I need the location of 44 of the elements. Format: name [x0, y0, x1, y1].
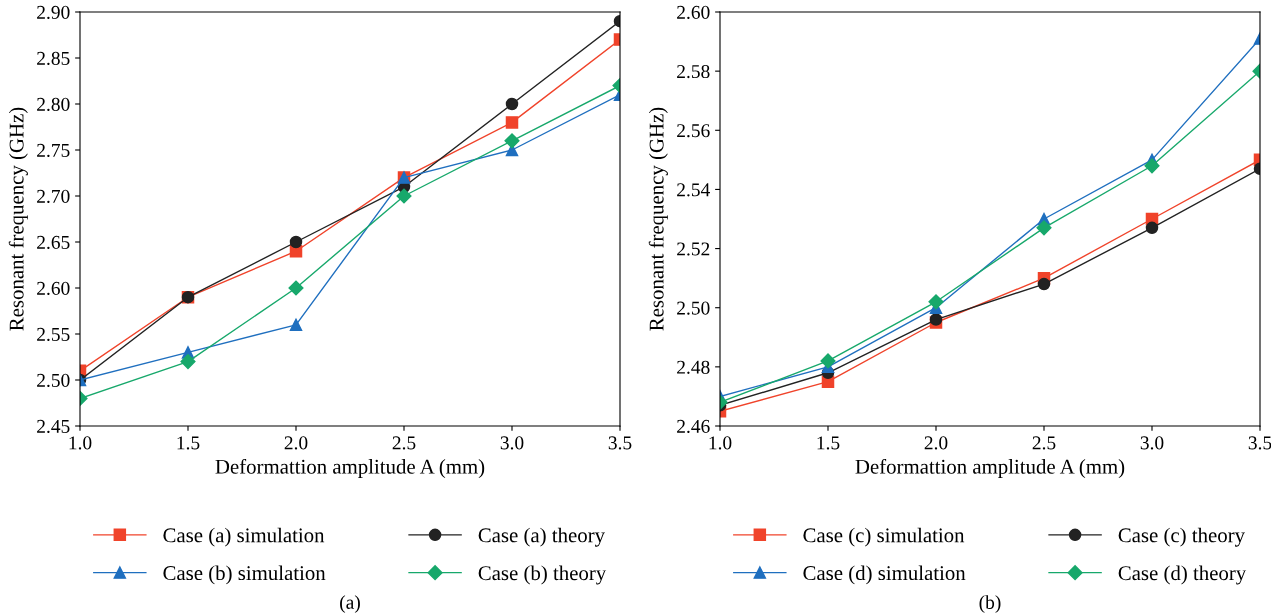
y-tick-label: 2.60 [677, 5, 710, 20]
x-tick-label: 1.0 [709, 436, 732, 450]
y-tick-label: 2.60 [37, 281, 70, 296]
x-tick-label: 2.5 [1032, 436, 1056, 450]
legend-label: Case (c) simulation [803, 527, 965, 547]
y-tick-label: 2.80 [37, 97, 70, 112]
y-tick-label: 2.70 [37, 189, 70, 204]
x-tick-label: 1.5 [817, 436, 840, 450]
y-tick-label: 2.52 [677, 242, 710, 256]
x-tick-label: 1.5 [177, 436, 200, 450]
x-tick-label: 1.0 [69, 436, 92, 450]
y-tick-label: 2.85 [37, 51, 70, 66]
x-tick-label: 2.0 [924, 436, 948, 450]
y-tick-label: 2.50 [677, 301, 710, 315]
text: (a) [340, 595, 360, 613]
y-tick-label: 2.45 [37, 419, 70, 434]
legend-label: Case (b) simulation [163, 565, 326, 585]
y-tick-label: 2.46 [677, 419, 710, 434]
y-tick-label: 2.90 [37, 5, 70, 20]
x-tick-label: 3.0 [500, 436, 524, 450]
legend-label: Case (a) theory [478, 527, 605, 547]
x-axis-title: Deformattion amplitude A (mm) [215, 458, 485, 479]
y-tick-label: 2.58 [677, 64, 710, 79]
y-axis-title: Resonant frequency (GHz) [8, 107, 28, 331]
legend-label: Case (a) simulation [163, 527, 325, 547]
y-tick-label: 2.50 [37, 373, 70, 388]
x-tick-label: 3.0 [1140, 436, 1164, 450]
x-tick-label: 3.5 [608, 436, 632, 450]
legend-label: Case (d) theory [1118, 565, 1247, 585]
y-tick-label: 2.75 [37, 143, 70, 158]
y-tick-label: 2.54 [677, 183, 710, 197]
legend-label: Case (d) simulation [803, 565, 966, 585]
y-tick-label: 2.55 [37, 327, 70, 342]
x-tick-label: 3.5 [1248, 436, 1271, 450]
text: (b) [979, 595, 1001, 613]
legend-label: Case (c) theory [1118, 527, 1245, 547]
y-tick-label: 2.65 [37, 235, 70, 250]
legend-label: Case (b) theory [478, 565, 607, 585]
x-tick-label: 2.5 [392, 436, 416, 450]
y-tick-label: 2.48 [677, 360, 710, 374]
y-axis-title: Resonant frequency (GHz) [648, 107, 668, 331]
y-tick-label: 2.56 [677, 124, 710, 138]
x-tick-label: 2.0 [284, 436, 308, 450]
x-axis-title: Deformattion amplitude A (mm) [855, 458, 1125, 479]
